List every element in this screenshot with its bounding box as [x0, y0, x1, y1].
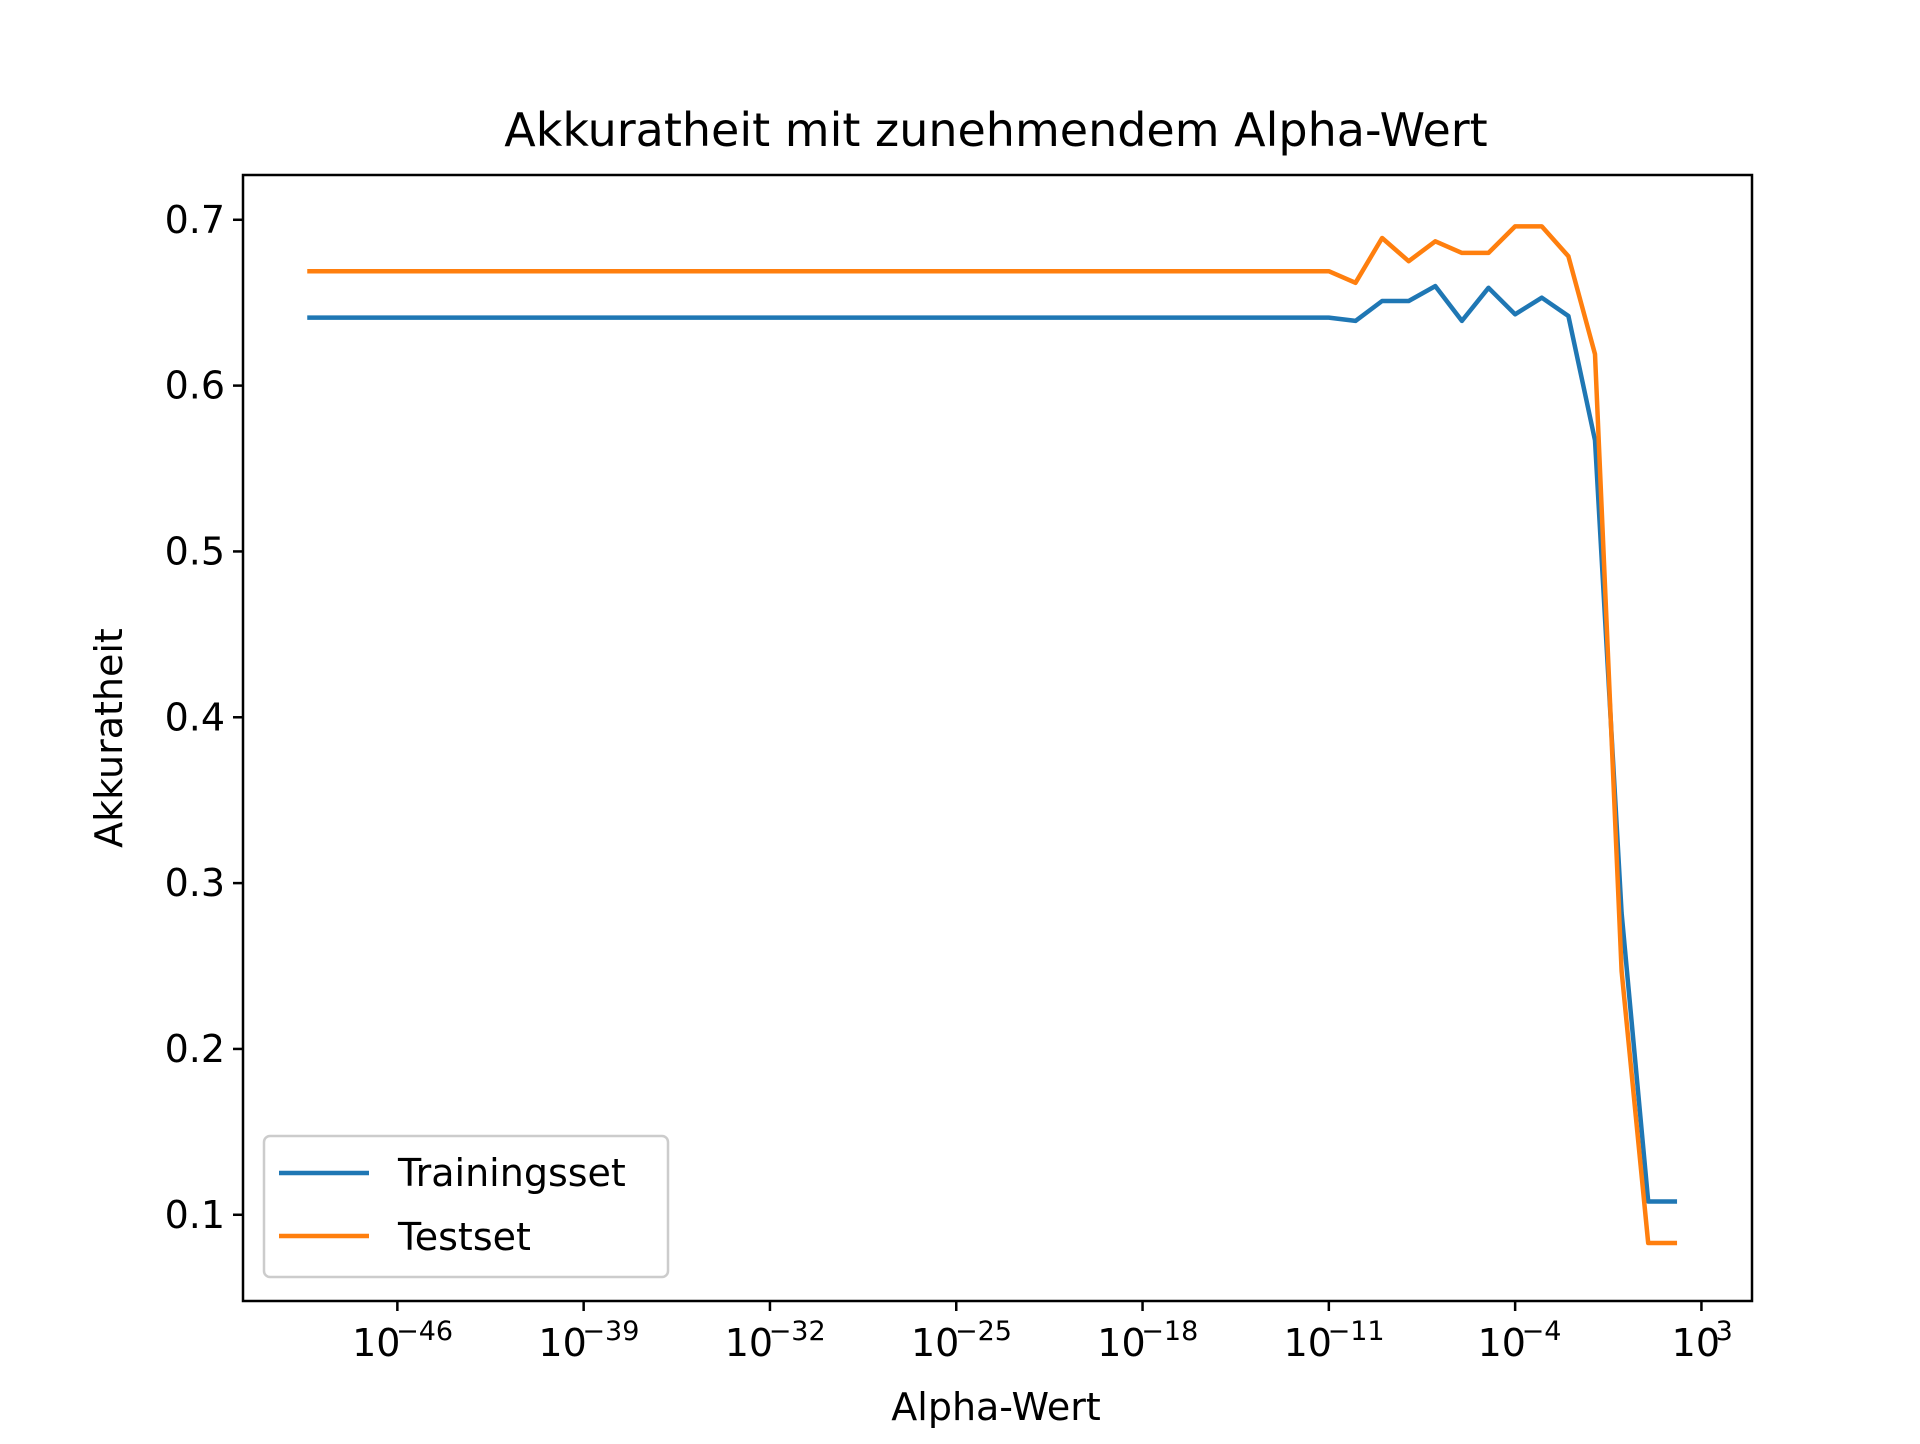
x-tick-label: 10−39 [538, 1316, 639, 1365]
x-tick-label: 103 [1672, 1316, 1733, 1365]
x-tick-label-exponent: −4 [1522, 1316, 1562, 1347]
y-tick-label: 0.3 [165, 861, 225, 905]
legend: Trainingsset Testset [262, 1134, 670, 1279]
x-tick-label-exponent: −11 [1328, 1316, 1385, 1347]
series-layer [307, 224, 1678, 1246]
x-tick-label-base: 10 [1672, 1321, 1720, 1365]
legend-label-trainingsset: Trainingsset [397, 1151, 626, 1195]
x-tick-label-exponent: 3 [1716, 1316, 1733, 1347]
x-tick-label-exponent: −18 [1141, 1316, 1198, 1347]
x-tick-label: 10−4 [1478, 1316, 1562, 1365]
x-tick-label-exponent: −32 [769, 1316, 826, 1347]
x-axis-label: Alpha-Wert [891, 1385, 1100, 1429]
plot-area-frame [241, 173, 1754, 1303]
x-tick-label-base: 10 [538, 1321, 586, 1365]
x-tick-label-base: 10 [1284, 1321, 1332, 1365]
legend-label-testset: Testset [397, 1215, 531, 1259]
x-tick-label: 10−46 [352, 1316, 453, 1365]
x-tick-label-exponent: −25 [955, 1316, 1012, 1347]
chart-title: Akkuratheit mit zunehmendem Alpha-Wert [504, 103, 1487, 157]
x-tick-label: 10−18 [1097, 1316, 1198, 1365]
y-tick-label: 0.5 [165, 529, 225, 573]
ticks-layer: 0.10.20.30.40.50.60.710−46 10−39 10−32 10−2… [165, 198, 1733, 1365]
x-tick-label: 10−25 [911, 1316, 1012, 1365]
x-tick-label-base: 10 [725, 1321, 773, 1365]
series-line-testset [307, 224, 1678, 1246]
x-tick-label-base: 10 [352, 1321, 400, 1365]
x-tick-label-base: 10 [911, 1321, 959, 1365]
y-tick-label: 0.1 [165, 1193, 225, 1237]
x-tick-label-base: 10 [1478, 1321, 1526, 1365]
x-tick-label: 10−11 [1284, 1316, 1385, 1365]
x-tick-label-exponent: −46 [396, 1316, 453, 1347]
y-tick-label: 0.4 [165, 695, 225, 739]
x-tick-label-base: 10 [1097, 1321, 1145, 1365]
x-tick-label-exponent: −39 [582, 1316, 639, 1347]
y-axis-label: Akkuratheit [87, 628, 131, 848]
x-tick-label: 10−32 [725, 1316, 826, 1365]
y-tick-label: 0.2 [165, 1027, 225, 1071]
y-tick-label: 0.7 [165, 198, 225, 242]
y-tick-label: 0.6 [165, 364, 225, 408]
